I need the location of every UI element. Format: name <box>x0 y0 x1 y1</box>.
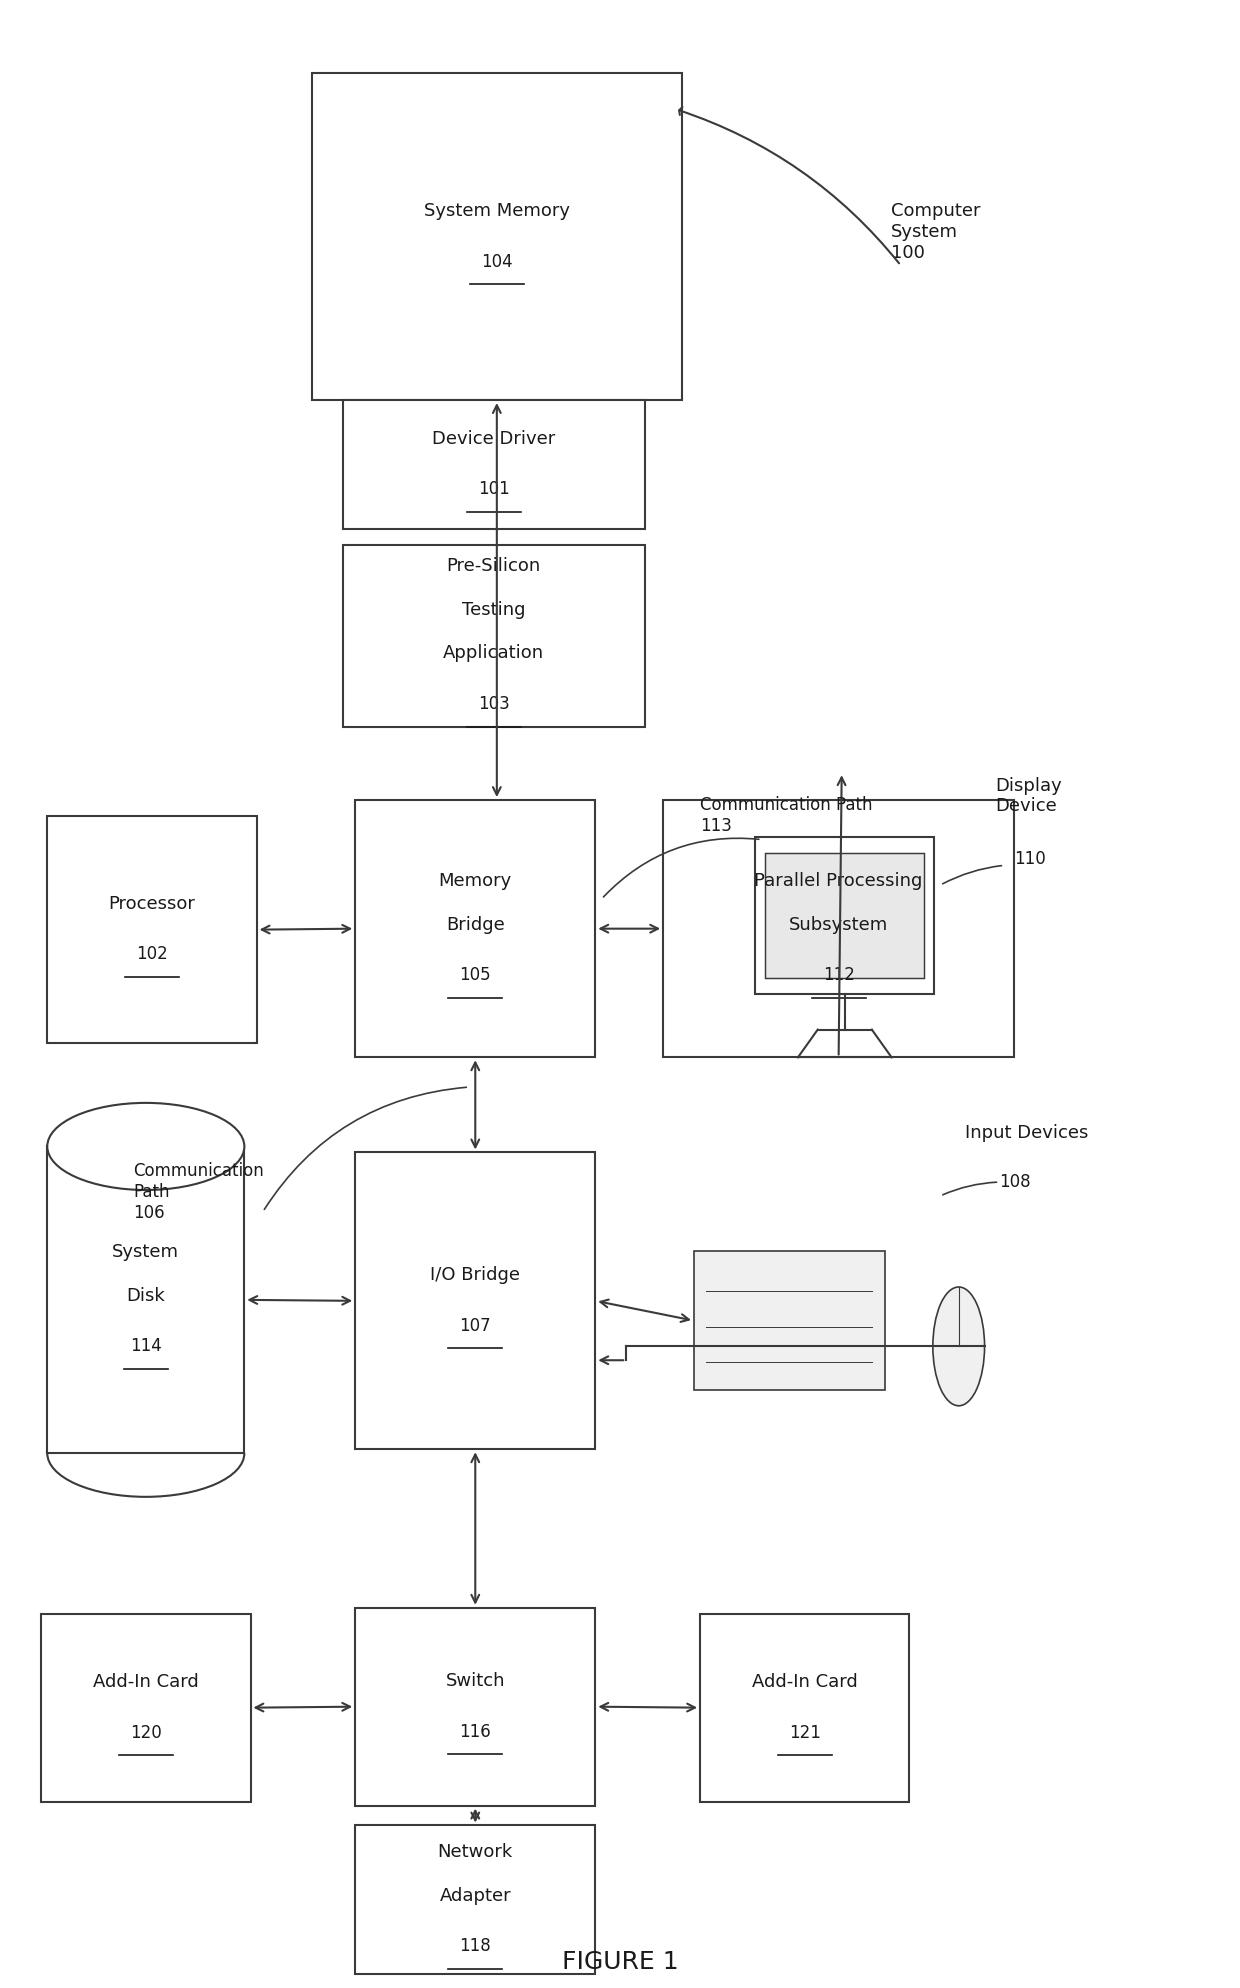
Bar <box>701 1614 909 1801</box>
Bar <box>355 1153 595 1449</box>
Bar <box>765 853 924 978</box>
Text: 110: 110 <box>1014 851 1045 869</box>
Text: Parallel Processing: Parallel Processing <box>754 873 923 891</box>
Text: 121: 121 <box>789 1724 821 1741</box>
Text: Switch: Switch <box>445 1672 505 1690</box>
Text: 116: 116 <box>459 1722 491 1741</box>
Bar <box>355 1825 595 1974</box>
Text: Device Driver: Device Driver <box>432 429 556 447</box>
Bar <box>41 1614 250 1801</box>
Text: 114: 114 <box>130 1338 161 1356</box>
Bar <box>663 799 1014 1058</box>
Text: Processor: Processor <box>109 895 196 912</box>
Ellipse shape <box>47 1103 244 1191</box>
Text: System: System <box>113 1242 180 1260</box>
Text: System Memory: System Memory <box>424 203 570 221</box>
Text: 102: 102 <box>136 946 167 964</box>
Bar <box>755 837 934 994</box>
Text: 103: 103 <box>477 696 510 714</box>
Bar <box>343 400 645 529</box>
Text: Adapter: Adapter <box>439 1887 511 1905</box>
Text: Bridge: Bridge <box>446 916 505 934</box>
Text: Communication
Path
106: Communication Path 106 <box>134 1163 264 1223</box>
Text: 118: 118 <box>459 1938 491 1956</box>
Text: Network: Network <box>438 1843 513 1861</box>
Text: Add-In Card: Add-In Card <box>93 1674 198 1692</box>
Text: Add-In Card: Add-In Card <box>751 1674 858 1692</box>
Bar <box>694 1250 885 1390</box>
Text: 112: 112 <box>822 966 854 984</box>
Text: Memory: Memory <box>439 873 512 891</box>
Text: Disk: Disk <box>126 1286 165 1304</box>
Text: 101: 101 <box>477 481 510 499</box>
Bar <box>47 815 257 1044</box>
Text: 120: 120 <box>130 1724 161 1741</box>
Bar <box>343 545 645 728</box>
Text: Communication Path
113: Communication Path 113 <box>701 797 873 835</box>
Ellipse shape <box>932 1286 985 1406</box>
Text: FIGURE 1: FIGURE 1 <box>562 1950 678 1974</box>
Text: Input Devices: Input Devices <box>965 1123 1089 1141</box>
Bar <box>312 74 682 400</box>
Text: Application: Application <box>443 644 544 662</box>
Bar <box>355 1608 595 1805</box>
Text: Pre-Silicon: Pre-Silicon <box>446 557 541 575</box>
Text: Subsystem: Subsystem <box>789 916 888 934</box>
Text: 104: 104 <box>481 252 512 270</box>
Text: I/O Bridge: I/O Bridge <box>430 1266 521 1284</box>
Text: Testing: Testing <box>463 600 526 618</box>
Text: 105: 105 <box>460 966 491 984</box>
Bar <box>355 799 595 1058</box>
Text: Display
Device: Display Device <box>996 777 1063 815</box>
Text: Computer
System
100: Computer System 100 <box>892 203 981 262</box>
Text: 108: 108 <box>999 1173 1030 1191</box>
Text: 107: 107 <box>460 1316 491 1334</box>
